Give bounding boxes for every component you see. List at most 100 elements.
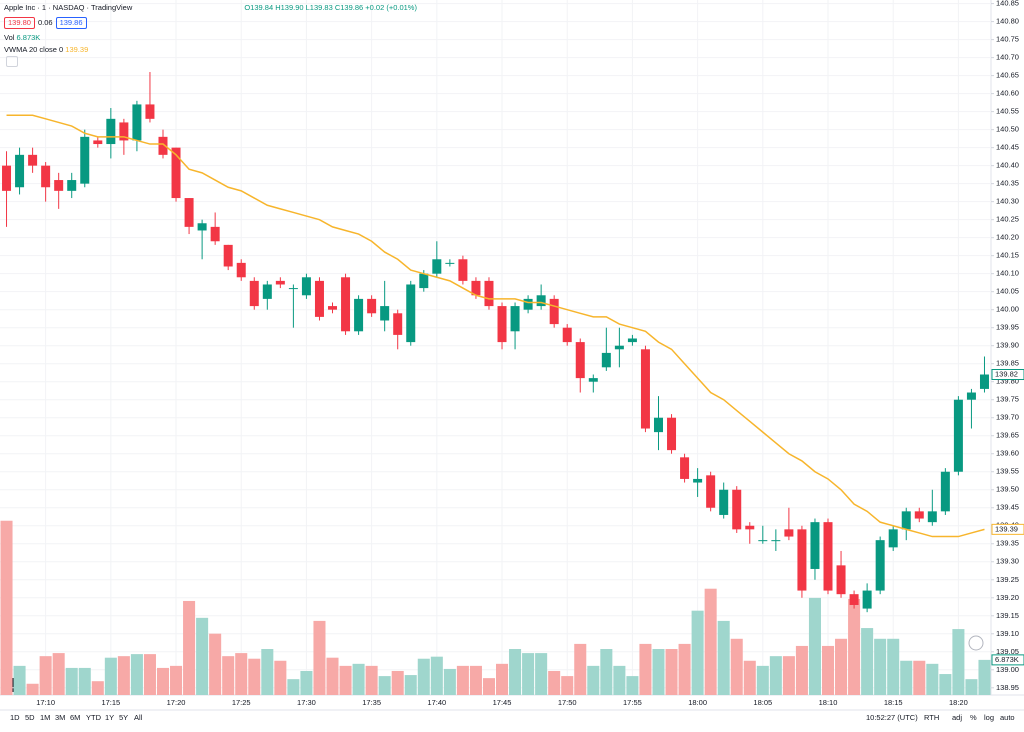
scale-option[interactable]: log bbox=[984, 713, 995, 722]
x-tick-label: 17:35 bbox=[362, 698, 381, 707]
candle-body bbox=[2, 165, 12, 191]
candle-body bbox=[262, 284, 272, 299]
candle-body bbox=[210, 226, 220, 242]
volume-bar bbox=[848, 598, 861, 695]
candle-body bbox=[288, 288, 298, 290]
y-tick-label: 139.80 bbox=[996, 377, 1019, 386]
buy-button[interactable]: 139.86 bbox=[55, 17, 87, 29]
scale-option[interactable]: % bbox=[970, 713, 977, 722]
title: Apple Inc · 1 · NASDAQ · TradingView bbox=[4, 3, 133, 12]
candle-body bbox=[549, 298, 559, 325]
volume-bar bbox=[730, 638, 743, 695]
candle-body bbox=[719, 489, 729, 515]
y-tick-label: 139.50 bbox=[996, 485, 1019, 494]
volume-bar bbox=[378, 676, 391, 695]
volume-bar bbox=[417, 658, 430, 695]
candle-body bbox=[158, 136, 168, 155]
range-button[interactable]: 1D bbox=[10, 713, 20, 722]
candle-body bbox=[93, 140, 103, 145]
candle-body bbox=[367, 298, 377, 314]
candle-body bbox=[562, 327, 572, 343]
spread: 0.06 bbox=[37, 18, 53, 27]
candle-body bbox=[627, 338, 637, 343]
volume-bar bbox=[795, 645, 808, 695]
candle-body bbox=[432, 259, 442, 274]
volume-bar bbox=[717, 620, 730, 695]
candle-body bbox=[693, 478, 703, 483]
candle-body bbox=[784, 529, 794, 537]
volume-bar bbox=[561, 676, 574, 695]
sell-button[interactable]: 139.80 bbox=[4, 17, 35, 29]
x-tick-label: 18:10 bbox=[819, 698, 838, 707]
range-button[interactable]: 6M bbox=[70, 713, 81, 722]
y-tick-label: 139.70 bbox=[996, 413, 1019, 422]
range-button[interactable]: 3M bbox=[55, 713, 66, 722]
candle-body bbox=[484, 280, 494, 307]
candle-body bbox=[249, 280, 259, 307]
range-button[interactable]: 1Y bbox=[105, 713, 115, 722]
y-tick-label: 140.50 bbox=[996, 125, 1019, 134]
candle-body bbox=[797, 529, 807, 591]
volume-bar bbox=[939, 674, 952, 695]
volume-bar bbox=[261, 649, 274, 695]
settings-icon bbox=[968, 635, 984, 651]
x-tick-label: 17:15 bbox=[101, 698, 120, 707]
volume-bar bbox=[926, 663, 939, 695]
last-price-label-box bbox=[991, 369, 1024, 381]
x-tick-label: 17:50 bbox=[558, 698, 577, 707]
range-button[interactable]: YTD bbox=[86, 713, 101, 722]
session-button[interactable]: RTH bbox=[924, 713, 940, 722]
candle-body bbox=[15, 154, 25, 188]
y-tick-label: 140.40 bbox=[996, 161, 1019, 170]
candle-body bbox=[966, 392, 976, 400]
volume-bar bbox=[300, 670, 313, 695]
y-tick-label: 140.75 bbox=[996, 35, 1019, 44]
volume-bar bbox=[78, 667, 91, 695]
y-tick-label: 139.00 bbox=[996, 665, 1019, 674]
y-tick-label: 139.95 bbox=[996, 323, 1019, 332]
candle-body bbox=[341, 277, 351, 332]
volume-bar bbox=[287, 679, 300, 695]
volume-bar bbox=[887, 638, 900, 695]
volume-bar bbox=[209, 633, 222, 695]
candle-body bbox=[823, 522, 833, 591]
y-tick-label: 139.65 bbox=[996, 431, 1019, 440]
scale-option[interactable]: adj bbox=[952, 713, 963, 722]
candle-body bbox=[953, 399, 963, 472]
y-tick-label: 140.15 bbox=[996, 251, 1019, 260]
x-tick-label: 18:20 bbox=[949, 698, 968, 707]
x-tick-label: 17:20 bbox=[167, 698, 186, 707]
y-tick-label: 139.55 bbox=[996, 467, 1019, 476]
range-button[interactable]: 5D bbox=[25, 713, 35, 722]
y-tick-label: 140.80 bbox=[996, 17, 1019, 26]
range-button[interactable]: 5Y bbox=[119, 713, 129, 722]
volume-bar bbox=[469, 665, 482, 695]
range-button[interactable]: All bbox=[134, 713, 143, 722]
volume-bar bbox=[0, 520, 13, 695]
vwma-line bbox=[6, 114, 985, 538]
candle-body bbox=[523, 298, 533, 310]
x-tick-label: 17:45 bbox=[493, 698, 512, 707]
candle-body bbox=[419, 273, 429, 289]
candle-body bbox=[314, 280, 324, 317]
volume-bar bbox=[456, 665, 469, 695]
volume-label: 6.873K bbox=[995, 655, 1019, 664]
volume-bar bbox=[652, 649, 665, 695]
scale-option[interactable]: auto bbox=[1000, 713, 1015, 722]
volume-bar bbox=[313, 620, 326, 695]
candle-body bbox=[236, 262, 246, 278]
candle-body bbox=[445, 262, 455, 264]
candle-body bbox=[67, 180, 77, 191]
volume-bar bbox=[13, 665, 26, 695]
volume-bar bbox=[430, 656, 443, 695]
y-tick-label: 140.60 bbox=[996, 89, 1019, 98]
y-tick-label: 139.05 bbox=[996, 647, 1019, 656]
vwma-label: 139.39 bbox=[995, 524, 1018, 533]
collapse-button[interactable] bbox=[6, 56, 18, 67]
volume-bar bbox=[756, 665, 769, 695]
range-button[interactable]: 1M bbox=[40, 713, 51, 722]
candle-body bbox=[536, 295, 546, 307]
vwma-label-box bbox=[991, 523, 1024, 535]
legend-value: 139.39 bbox=[65, 45, 89, 54]
